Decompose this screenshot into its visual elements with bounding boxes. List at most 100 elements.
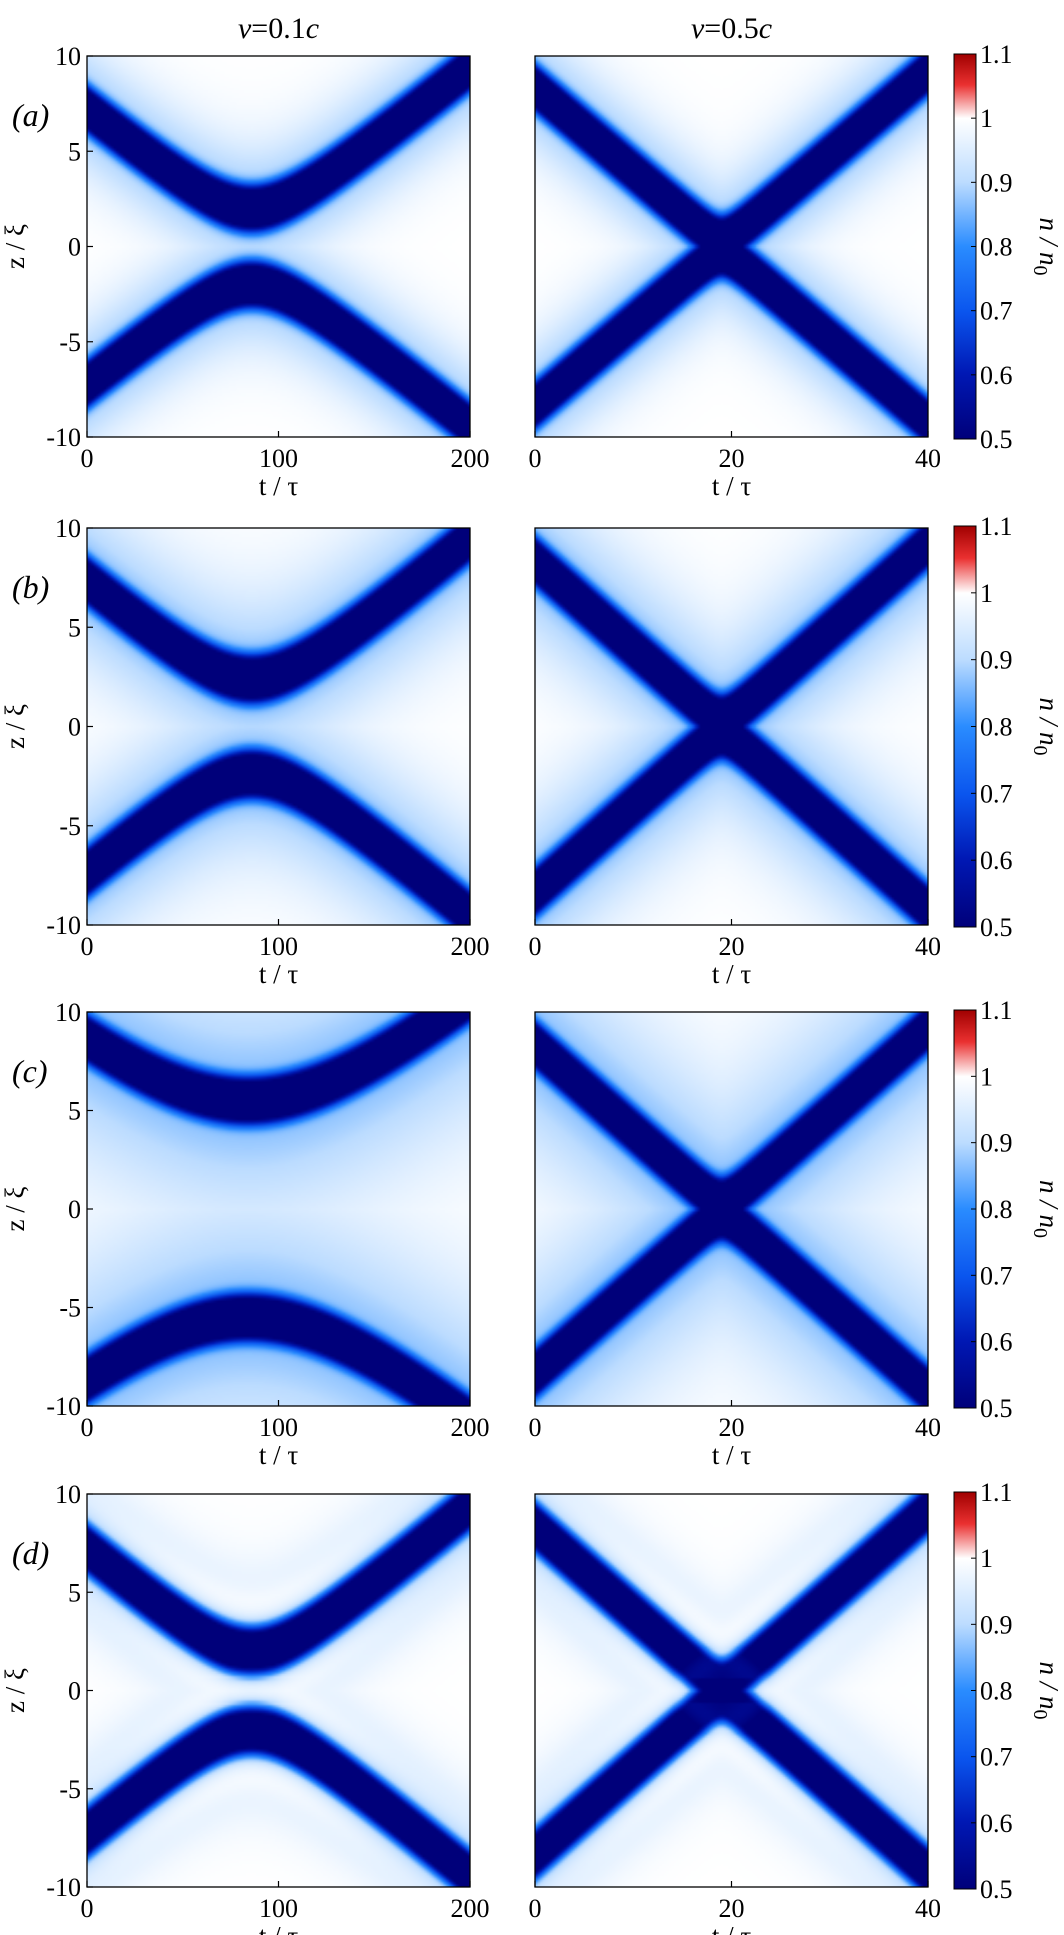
colorbar-tick-label: 0.7	[980, 297, 1013, 326]
x-tick-label: 200	[451, 1894, 490, 1923]
x-tick-label: 0	[529, 932, 542, 961]
column-title: v=0.5c	[691, 12, 772, 45]
colorbar-tick-label: 0.6	[980, 1328, 1013, 1357]
heatmap-image	[87, 56, 470, 437]
heatmap-panel: 0 20 40 t / τ	[529, 55, 941, 501]
colorbar-tick-label: 1	[980, 1062, 993, 1091]
x-tick-label: 100	[259, 444, 298, 473]
x-tick-label: 40	[915, 444, 941, 473]
x-tick-label: 200	[451, 444, 490, 473]
heatmap-image	[87, 1494, 470, 1887]
x-tick-label: 200	[451, 1413, 490, 1442]
heatmap-image	[535, 1012, 928, 1406]
heatmap-panel: 0 20 40 t / τ	[529, 1493, 941, 1935]
heatmap-image	[535, 56, 928, 437]
x-axis-label: t / τ	[712, 1921, 752, 1935]
colorbar-tick-label: 1	[980, 104, 993, 133]
y-tick-label: 0	[68, 713, 81, 742]
colorbar-tick-label: 0.7	[980, 1743, 1013, 1772]
y-tick-label: 0	[68, 233, 81, 262]
colorbar-tick-label: 0.7	[980, 779, 1013, 808]
heatmap-panel: 0 100 200 t / τ 10 5 0 -5 -10 z / ξ (d)	[0, 1480, 490, 1935]
x-axis-label: t / τ	[712, 471, 752, 501]
colorbar-tick-label: 0.5	[980, 913, 1013, 942]
colorbar-tick-label: 0.7	[980, 1261, 1013, 1290]
x-tick-label: 40	[915, 1413, 941, 1442]
colorbar-tick-label: 0.8	[980, 1677, 1013, 1706]
y-tick-label: 5	[68, 1578, 81, 1607]
colorbar-label: n / n0	[1029, 697, 1064, 755]
x-tick-label: 40	[915, 1894, 941, 1923]
colorbar-label: n / n0	[1029, 1180, 1064, 1238]
column-title: v=0.1c	[238, 12, 319, 45]
x-tick-label: 20	[719, 932, 745, 961]
colorbar-tick-label: 0.5	[980, 1875, 1013, 1904]
heatmap-panel: 0 100 200 t / τ 10 5 0 -5 -10 z / ξ (a)	[0, 42, 490, 501]
y-tick-label: -5	[59, 812, 81, 841]
colorbar-tick-label: 0.8	[980, 233, 1013, 262]
colorbar-tick-label: 0.9	[980, 1129, 1013, 1158]
heatmap-panel: 0 100 200 t / τ 10 5 0 -5 -10 z / ξ (c)	[0, 998, 490, 1470]
y-tick-label: 10	[55, 1480, 81, 1509]
x-tick-label: 200	[451, 932, 490, 961]
y-tick-label: 5	[68, 613, 81, 642]
colorbars-layer: 1.1 1 0.9 0.8 0.7 0.6 0.5 n / n0 1.1 1 0.9 0.8 0.7 0.…	[953, 40, 1064, 1904]
y-tick-label: -5	[59, 1775, 81, 1804]
y-tick-label: 10	[55, 514, 81, 543]
colorbar-tick-label: 1	[980, 579, 993, 608]
x-tick-label: 20	[719, 444, 745, 473]
y-tick-label: -10	[46, 1873, 81, 1902]
colorbar-tick-label: 1.1	[980, 996, 1013, 1025]
colorbar-tick-label: 0.9	[980, 646, 1013, 675]
colorbar: 1.1 1 0.9 0.8 0.7 0.6 0.5 n / n0	[953, 40, 1064, 454]
x-tick-label: 100	[259, 1894, 298, 1923]
colorbar-tick-label: 1.1	[980, 1478, 1013, 1507]
titles-layer: v=0.1c v=0.5c	[238, 12, 772, 45]
y-tick-label: 10	[55, 42, 81, 71]
x-axis-label: t / τ	[259, 471, 299, 501]
y-tick-label: -10	[46, 911, 81, 940]
heatmap-image	[535, 1494, 928, 1887]
y-axis-label: z / ξ	[0, 224, 30, 269]
x-tick-label: 0	[81, 1894, 94, 1923]
y-tick-label: 5	[68, 137, 81, 166]
colorbar: 1.1 1 0.9 0.8 0.7 0.6 0.5 n / n0	[953, 996, 1064, 1423]
colorbar-label: n / n0	[1029, 217, 1064, 275]
y-tick-label: 0	[68, 1677, 81, 1706]
colorbar-tick-label: 0.9	[980, 1610, 1013, 1639]
heatmap-image	[87, 528, 470, 925]
x-axis-label: t / τ	[259, 1921, 299, 1935]
x-tick-label: 0	[529, 444, 542, 473]
x-tick-label: 20	[719, 1413, 745, 1442]
heatmap-panel: 0 20 40 t / τ	[529, 527, 941, 989]
x-tick-label: 0	[81, 932, 94, 961]
y-axis-label: z / ξ	[0, 1186, 30, 1231]
row-label: (d)	[12, 1535, 49, 1571]
heatmap-image	[87, 1012, 470, 1406]
colorbar: 1.1 1 0.9 0.8 0.7 0.6 0.5 n / n0	[953, 512, 1064, 942]
x-tick-label: 100	[259, 932, 298, 961]
x-axis-label: t / τ	[259, 1440, 299, 1470]
x-tick-label: 0	[529, 1894, 542, 1923]
x-tick-label: 0	[81, 444, 94, 473]
x-axis-label: t / τ	[259, 959, 299, 989]
x-axis-label: t / τ	[712, 1440, 752, 1470]
colorbar-tick-label: 0.6	[980, 361, 1013, 390]
colorbar-tick-label: 1	[980, 1544, 993, 1573]
heatmap-panel: 0 20 40 t / τ	[529, 1011, 941, 1470]
y-tick-label: -10	[46, 423, 81, 452]
colorbar-tick-label: 0.6	[980, 1809, 1013, 1838]
row-label: (b)	[12, 569, 49, 605]
colorbar-tick-label: 0.9	[980, 168, 1013, 197]
y-axis-label: z / ξ	[0, 1668, 30, 1713]
y-tick-label: 5	[68, 1097, 81, 1126]
colorbar-label: n / n0	[1029, 1661, 1064, 1719]
y-tick-label: -5	[59, 1294, 81, 1323]
colorbar-tick-label: 0.6	[980, 846, 1013, 875]
colorbar-tick-label: 1.1	[980, 40, 1013, 69]
y-axis-label: z / ξ	[0, 704, 30, 749]
colorbar: 1.1 1 0.9 0.8 0.7 0.6 0.5 n / n0	[953, 1478, 1064, 1904]
colorbar-tick-label: 1.1	[980, 512, 1013, 541]
